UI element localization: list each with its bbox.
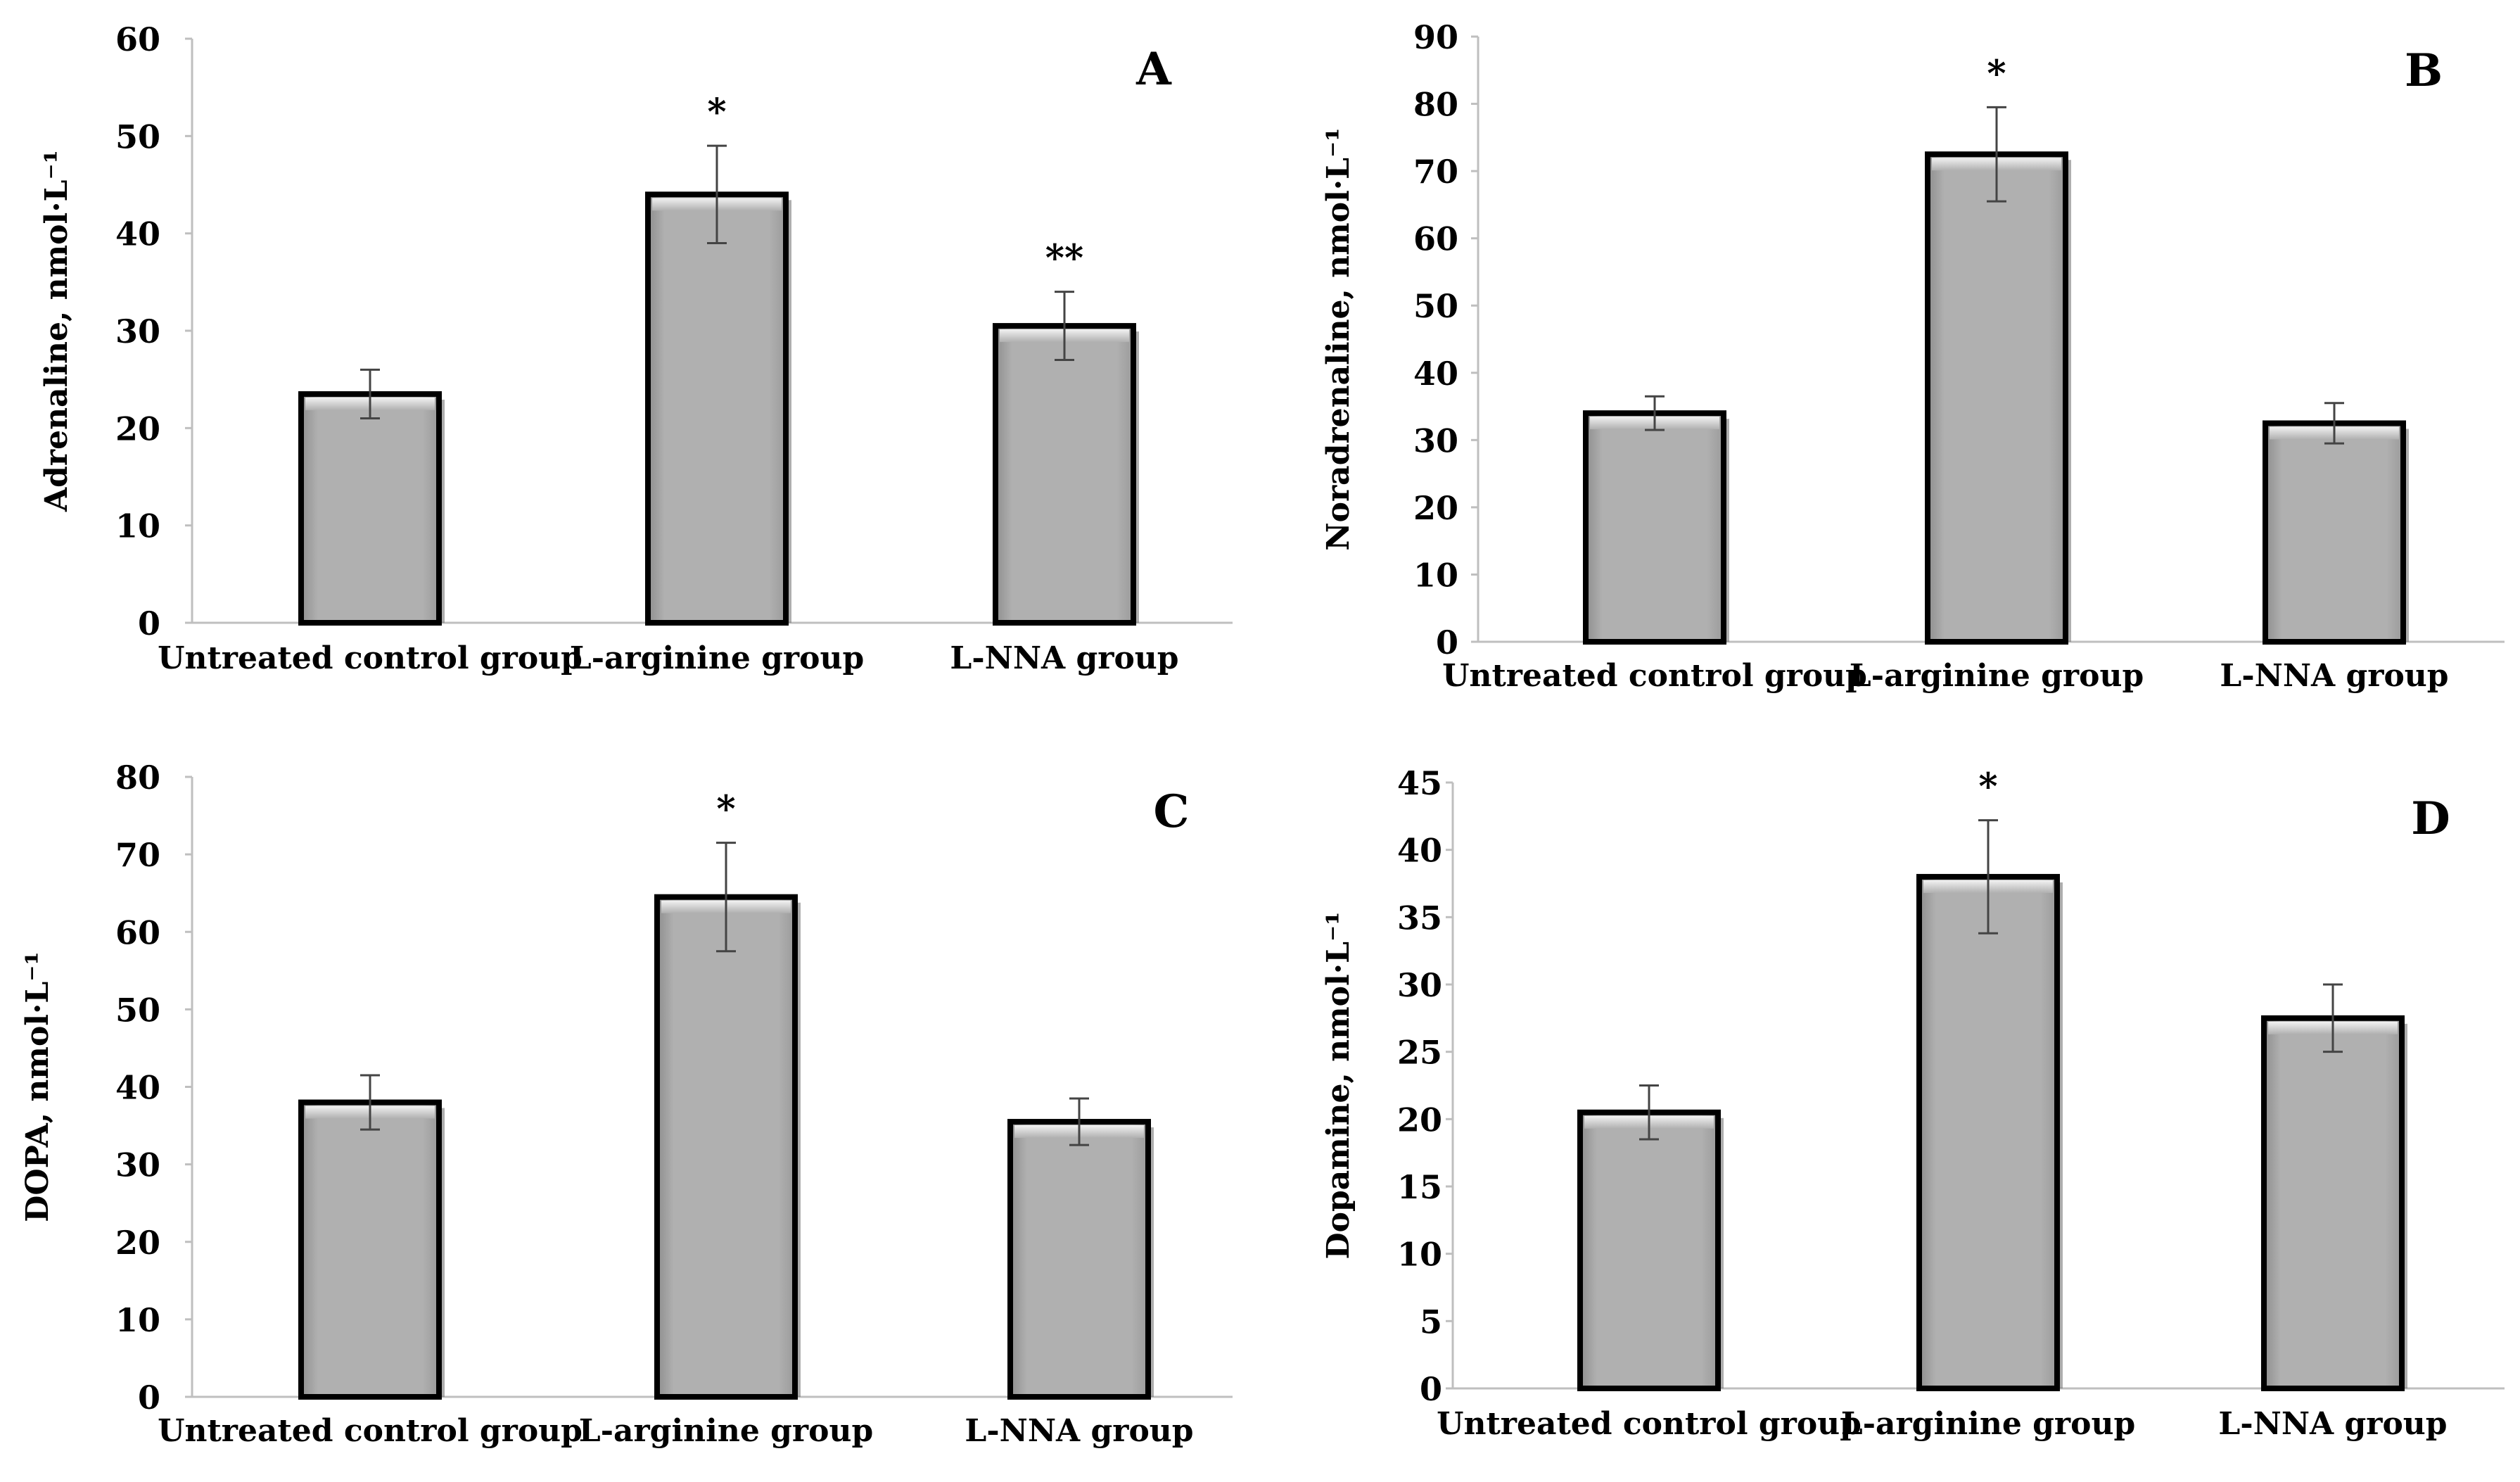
y-tick-label: 90 [1413, 18, 1458, 56]
y-tick-label: 40 [1397, 832, 1442, 870]
y-tick-label: 30 [1397, 966, 1442, 1004]
x-category-label: L-arginine group [1841, 1406, 2135, 1442]
panel-label: C [1154, 785, 1190, 838]
y-tick-label: 50 [1413, 287, 1458, 325]
y-tick-label: 30 [115, 1146, 160, 1184]
y-tick-label: 0 [1436, 623, 1458, 661]
y-tick-label: 20 [1397, 1101, 1442, 1139]
y-axis-label: Noradrenaline, nmol·L⁻¹ [1321, 127, 1356, 550]
y-tick-label: 10 [1397, 1236, 1442, 1274]
y-tick-label: 5 [1420, 1303, 1442, 1341]
x-category-label: Untreated control group [1437, 1406, 1862, 1442]
y-tick-label: 60 [115, 20, 160, 58]
y-tick-label: 30 [1413, 422, 1458, 460]
bar-c-2 [654, 894, 798, 1400]
y-tick-label: 20 [1413, 489, 1458, 527]
y-tick-label: 25 [1397, 1034, 1442, 1072]
y-tick-label: 35 [1397, 899, 1442, 937]
x-category-label: L-NNA group [2220, 658, 2448, 694]
panel-label: B [2405, 44, 2443, 97]
x-category-label: Untreated control group [158, 640, 583, 676]
y-tick-label: 45 [1397, 764, 1442, 802]
x-category-label: Untreated control group [158, 1413, 583, 1449]
y-tick-label: 70 [1413, 153, 1458, 191]
y-tick-label: 40 [115, 1069, 160, 1107]
y-tick-label: 15 [1397, 1168, 1442, 1206]
significance-marker: * [1987, 52, 2006, 95]
y-tick-label: 30 [115, 312, 160, 350]
bar-b-1 [1583, 410, 1726, 645]
y-tick-label: 10 [1413, 556, 1458, 594]
y-tick-label: 70 [115, 836, 160, 874]
y-tick-label: 10 [115, 507, 160, 545]
y-axis-label: Adrenaline, nmol·L⁻¹ [39, 150, 75, 512]
panel-label: A [1135, 43, 1172, 96]
bar-a-1 [298, 391, 442, 626]
bar-d-2 [1916, 873, 2060, 1391]
y-tick-label: 50 [115, 118, 160, 156]
bar-a-2 [645, 191, 789, 626]
chart-panel-c: 0 10 20 30 40 50 60 70 80 DOPA, nmol·L⁻¹ C Untreate… [20, 759, 1233, 1449]
bar-b-3 [2263, 420, 2406, 645]
bar-c-3 [1007, 1119, 1151, 1400]
y-tick-label: 60 [1413, 220, 1458, 258]
significance-marker: * [707, 91, 726, 134]
y-tick-label: 20 [115, 410, 160, 448]
y-tick-label: 20 [115, 1224, 160, 1262]
y-axis-label: Dopamine, nmol·L⁻¹ [1321, 911, 1356, 1259]
y-tick-label: 40 [115, 215, 160, 253]
x-category-label: L-NNA group [965, 1413, 1193, 1449]
y-tick-label: 40 [1413, 355, 1458, 393]
significance-marker: * [716, 788, 735, 831]
y-tick-label: 80 [1413, 86, 1458, 124]
y-tick-label: 0 [1420, 1370, 1442, 1408]
panel-label: D [2411, 792, 2450, 845]
chart-panel-b: 0 10 20 30 40 50 60 70 80 90 Noradrenaline, nmol·L… [1321, 18, 2505, 694]
bar-a-3 [993, 323, 1136, 626]
significance-marker: * [1978, 766, 1997, 809]
y-tick-label: 0 [138, 1379, 160, 1417]
chart-panel-a: 0 10 20 30 40 50 60 Adrenaline, nmol·L⁻¹ A Untrea… [39, 20, 1233, 676]
y-tick-label: 10 [115, 1301, 160, 1339]
x-category-label: Untreated control group [1442, 658, 1867, 694]
bar-d-3 [2261, 1015, 2405, 1392]
bar-d-1 [1577, 1109, 1721, 1392]
y-tick-label: 80 [115, 759, 160, 797]
y-tick-label: 0 [138, 604, 160, 642]
chart-panel-d: 0 5 10 15 20 25 30 35 40 45 Dopamine, nmol·L⁻¹ D Unt… [1321, 764, 2505, 1442]
x-category-label: L-arginine group [579, 1413, 873, 1449]
bar-b-2 [1925, 151, 2068, 645]
y-tick-label: 60 [115, 913, 160, 951]
bar-c-1 [298, 1099, 442, 1400]
x-category-label: L-NNA group [950, 640, 1178, 676]
y-axis-label: DOPA, nmol·L⁻¹ [20, 951, 56, 1222]
significance-marker: ** [1045, 237, 1083, 280]
x-category-label: L-arginine group [570, 640, 864, 676]
x-category-label: L-arginine group [1850, 658, 2144, 694]
x-category-label: L-NNA group [2218, 1406, 2447, 1442]
y-tick-label: 50 [115, 991, 160, 1029]
